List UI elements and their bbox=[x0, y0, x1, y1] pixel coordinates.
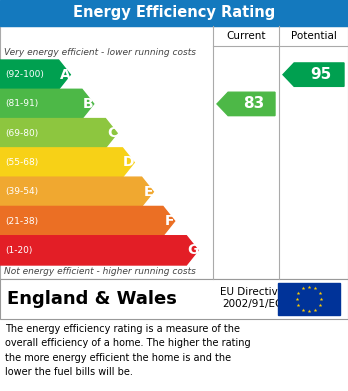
Bar bbox=[278, 283, 340, 315]
Text: England & Wales: England & Wales bbox=[7, 290, 177, 308]
Polygon shape bbox=[0, 60, 70, 89]
Text: (55-68): (55-68) bbox=[5, 158, 38, 167]
Text: Potential: Potential bbox=[291, 31, 337, 41]
Polygon shape bbox=[0, 206, 175, 236]
Text: A: A bbox=[60, 68, 70, 82]
Polygon shape bbox=[0, 89, 94, 118]
Text: B: B bbox=[83, 97, 94, 111]
Text: The energy efficiency rating is a measure of the
overall efficiency of a home. T: The energy efficiency rating is a measur… bbox=[5, 324, 251, 377]
Text: EU Directive
2002/91/EC: EU Directive 2002/91/EC bbox=[220, 287, 284, 309]
Text: Energy Efficiency Rating: Energy Efficiency Rating bbox=[73, 5, 275, 20]
Text: Not energy efficient - higher running costs: Not energy efficient - higher running co… bbox=[4, 267, 196, 276]
Bar bbox=[0, 279, 348, 319]
Polygon shape bbox=[0, 118, 117, 148]
Text: (81-91): (81-91) bbox=[5, 99, 38, 108]
Polygon shape bbox=[0, 177, 153, 206]
Bar bbox=[0, 26, 348, 279]
Text: E: E bbox=[143, 185, 153, 199]
Text: Current: Current bbox=[226, 31, 266, 41]
Text: 83: 83 bbox=[243, 97, 264, 111]
Text: D: D bbox=[123, 156, 135, 170]
Text: G: G bbox=[187, 243, 198, 257]
Polygon shape bbox=[283, 63, 344, 86]
Polygon shape bbox=[0, 148, 134, 177]
Text: C: C bbox=[107, 126, 117, 140]
Text: 95: 95 bbox=[310, 67, 332, 82]
Text: (39-54): (39-54) bbox=[5, 187, 38, 196]
Bar bbox=[0, 0, 348, 26]
Text: Very energy efficient - lower running costs: Very energy efficient - lower running co… bbox=[4, 48, 196, 57]
Text: F: F bbox=[165, 214, 174, 228]
Polygon shape bbox=[217, 92, 275, 116]
Text: (69-80): (69-80) bbox=[5, 129, 38, 138]
Text: (1-20): (1-20) bbox=[5, 246, 32, 255]
Text: (92-100): (92-100) bbox=[5, 70, 44, 79]
Text: (21-38): (21-38) bbox=[5, 217, 38, 226]
Polygon shape bbox=[0, 236, 198, 265]
